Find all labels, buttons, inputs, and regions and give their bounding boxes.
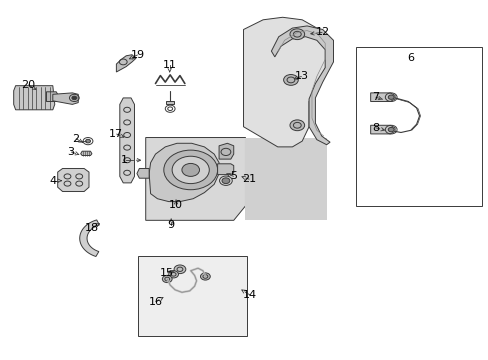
Text: 8: 8: [371, 123, 378, 133]
Circle shape: [174, 265, 185, 274]
Polygon shape: [58, 168, 89, 192]
Text: 3: 3: [67, 147, 74, 157]
Polygon shape: [370, 125, 394, 134]
Circle shape: [182, 163, 199, 176]
Text: 6: 6: [407, 53, 413, 63]
Text: 19: 19: [131, 50, 144, 60]
Circle shape: [387, 127, 393, 132]
Circle shape: [162, 275, 172, 283]
Text: 9: 9: [167, 220, 174, 230]
Polygon shape: [145, 138, 245, 220]
Text: 11: 11: [163, 60, 176, 70]
Polygon shape: [370, 93, 394, 102]
Circle shape: [163, 150, 217, 190]
Polygon shape: [149, 143, 219, 202]
Text: 12: 12: [315, 27, 329, 37]
Circle shape: [289, 29, 304, 40]
Polygon shape: [245, 138, 326, 220]
Polygon shape: [217, 164, 233, 175]
Text: 7: 7: [371, 92, 378, 102]
Text: 10: 10: [169, 200, 183, 210]
Text: 5: 5: [230, 171, 237, 181]
Text: 14: 14: [243, 290, 257, 300]
Circle shape: [172, 156, 209, 184]
Polygon shape: [138, 256, 246, 336]
Polygon shape: [243, 17, 326, 147]
Circle shape: [222, 178, 229, 184]
Circle shape: [289, 120, 304, 131]
Polygon shape: [116, 55, 136, 72]
Polygon shape: [81, 151, 92, 156]
Polygon shape: [53, 93, 78, 104]
Circle shape: [85, 139, 90, 143]
Text: 2: 2: [72, 134, 79, 144]
Text: 20: 20: [21, 80, 35, 90]
Polygon shape: [14, 86, 55, 110]
Text: 16: 16: [148, 297, 162, 307]
Circle shape: [72, 96, 77, 100]
Polygon shape: [137, 168, 149, 178]
Text: 13: 13: [294, 71, 308, 81]
Text: 15: 15: [160, 268, 174, 278]
Circle shape: [387, 95, 393, 99]
Polygon shape: [80, 220, 99, 256]
Text: 4: 4: [49, 176, 56, 186]
Polygon shape: [219, 143, 233, 159]
Circle shape: [283, 75, 298, 85]
Circle shape: [200, 273, 210, 280]
Polygon shape: [120, 98, 134, 183]
Text: 18: 18: [85, 222, 99, 233]
Text: 21: 21: [242, 174, 256, 184]
Circle shape: [168, 271, 178, 278]
Text: 17: 17: [109, 129, 123, 139]
Polygon shape: [271, 26, 333, 145]
Polygon shape: [46, 92, 58, 102]
Text: 1: 1: [121, 155, 128, 165]
Polygon shape: [166, 101, 174, 104]
